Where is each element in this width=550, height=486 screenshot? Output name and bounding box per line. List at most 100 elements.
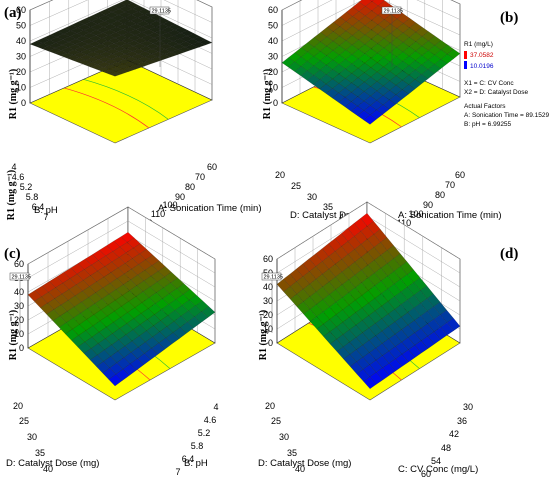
z-tick-label: 10	[268, 83, 278, 93]
panel-label-d: (d)	[500, 246, 518, 262]
tag-text: 29.1135	[384, 9, 403, 15]
y-tick-label: 60	[421, 469, 431, 479]
max-value-tag: 29.1135	[9, 272, 31, 333]
z-tick-label: 30	[263, 296, 273, 306]
x-tick-label: 20	[265, 401, 275, 411]
legend-factors-title: Actual Factors	[464, 103, 506, 110]
x-tick-label: 30	[279, 432, 289, 442]
z-tick-label: 0	[273, 98, 278, 108]
y-tick-label: 4	[11, 162, 16, 172]
y-tick-label: 80	[435, 190, 445, 200]
z-tick-label: 20	[16, 67, 26, 77]
y-tick-label: 4.6	[204, 415, 217, 425]
y-tick-label: 90	[423, 200, 433, 210]
y-tick-label: 100	[408, 209, 423, 219]
z-tick-label: 30	[16, 52, 26, 62]
x-axis-title: D: Catalyst Dose (mg)	[258, 458, 351, 469]
z-tick-label: 60	[16, 5, 26, 15]
z-tick-label: 20	[14, 315, 24, 325]
y-tick-label: 5.8	[191, 441, 204, 451]
z-tick-label: 60	[268, 5, 278, 15]
response-surface	[29, 0, 213, 77]
x-tick-label: 25	[291, 181, 301, 191]
y-tick-label: 110	[397, 218, 411, 228]
z-tick-label: 60	[14, 259, 24, 269]
z-tick-label: 0	[19, 343, 24, 353]
y-tick-label: 36	[457, 416, 467, 426]
floor-axis-title: R1 (mg g⁻¹)	[6, 170, 17, 221]
x-tick-label: 100	[162, 200, 177, 210]
z-tick-label: 30	[14, 301, 24, 311]
z-axis-title: R1 (mg g⁻¹)	[8, 69, 19, 120]
y-tick-label: 5.8	[26, 192, 39, 202]
legend-x2: X2 = D: Catalyst Dose	[464, 89, 529, 96]
wall-gridline	[276, 201, 461, 260]
z-tick-label: 50	[16, 21, 26, 31]
panel-label-a: (a)	[4, 5, 22, 21]
x-tick-label: 60	[207, 162, 217, 172]
x-tick-label: 110	[151, 209, 165, 219]
y-axis-title: B: pH	[34, 205, 58, 216]
panel-a: 0 10 20 30 40 50 60 R1 (mg g⁻¹) 29.1135 44.65.25.…	[6, 0, 261, 228]
surface-cell	[108, 374, 123, 387]
tag-box	[149, 6, 170, 15]
y-tick-label: 54	[431, 456, 441, 466]
legend-title: R1 (mg/L)	[464, 41, 493, 48]
response-surface	[281, 0, 461, 125]
y-axis-title: A: Sonication Time (min)	[398, 210, 501, 221]
legend-min: 10.0196	[470, 63, 494, 70]
surface-cell	[363, 114, 377, 125]
y-tick-label: 42	[449, 429, 459, 439]
x-tick-label: 25	[19, 416, 29, 426]
z-tick-label: 0	[21, 98, 26, 108]
z-axis-title: R1 (mg g⁻¹)	[8, 310, 19, 361]
legend-swatch-low	[464, 61, 467, 69]
response-surface	[27, 232, 216, 387]
y-tick-label: 6.4	[32, 202, 45, 212]
max-value-tag: 29.1135	[149, 6, 171, 67]
legend-max: 37.0582	[470, 52, 494, 59]
z-axis-title: R1 (mg g⁻¹)	[258, 310, 269, 361]
tag-box	[261, 272, 282, 281]
z-tick-label: 10	[16, 83, 26, 93]
y-tick-label: 5.2	[20, 182, 33, 192]
legend-swatch-high	[464, 51, 467, 59]
wall-gridline	[281, 0, 461, 26]
x-tick-label: 30	[307, 192, 317, 202]
legend-factor-b: B: pH = 6.99255	[464, 121, 512, 128]
wall-gridline	[29, 0, 213, 42]
x-tick-label: 25	[271, 416, 281, 426]
surface-cell	[108, 71, 123, 77]
y-tick-label: 7	[43, 212, 48, 222]
x-tick-label: 40	[43, 464, 53, 474]
z-tick-label: 40	[263, 282, 273, 292]
floor-contour	[63, 87, 150, 129]
z-tick-label: 40	[16, 36, 26, 46]
y-tick-label: 4	[213, 402, 218, 412]
x-axis-title: A: Sonication Time (min)	[158, 203, 261, 214]
y-tick-label: 30	[463, 402, 473, 412]
y-axis-title: B: pH	[184, 458, 208, 469]
wall-gridline	[29, 0, 213, 26]
y-tick-label: 6.4	[182, 454, 195, 464]
y-tick-label: 5.2	[198, 428, 211, 438]
x-tick-label: 30	[27, 432, 37, 442]
wall-gridline	[27, 206, 216, 265]
y-tick-label: 70	[445, 180, 455, 190]
x-tick-label: 20	[13, 401, 23, 411]
legend-factor-a: A: Sonication Time = 89.1529	[464, 112, 549, 119]
x-axis-title: D: Catalyst Dose (mg)	[290, 210, 383, 221]
max-value-tag: 29.1135	[261, 272, 283, 333]
tag-box	[9, 272, 30, 281]
panel-label-b: (b)	[500, 10, 518, 26]
legend-b: R1 (mg/L) 37.0582 10.0196 X1 = C: CV Con…	[464, 41, 549, 128]
y-tick-label: 60	[455, 170, 465, 180]
z-tick-label: 10	[14, 329, 24, 339]
z-tick-label: 40	[14, 287, 24, 297]
z-axis-title: R1 (mg g⁻¹)	[262, 69, 273, 120]
response-surface	[276, 213, 461, 389]
z-tick-label: 60	[263, 254, 273, 264]
